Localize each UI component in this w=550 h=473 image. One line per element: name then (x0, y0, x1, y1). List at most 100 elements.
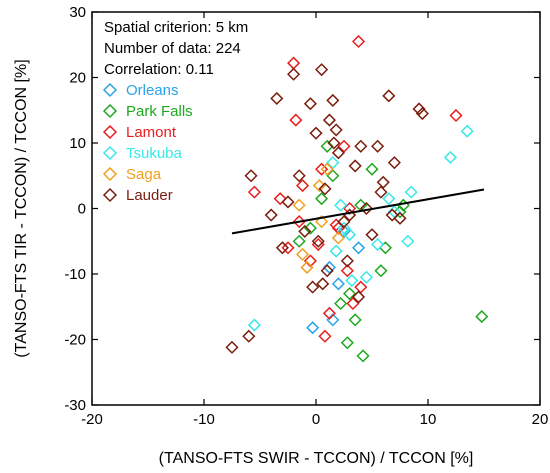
legend-label: Lamont (126, 124, 177, 141)
point-tsukuba (401, 234, 415, 248)
point-park-falls (326, 169, 340, 183)
annotations: Spatial criterion: 5 km Number of data: 2… (104, 19, 248, 78)
regression-line (231, 188, 485, 235)
point-lauder (351, 290, 366, 304)
point-lamont (292, 215, 306, 229)
point-lauder (320, 264, 334, 278)
point-lauder (415, 106, 429, 121)
point-park-falls (315, 192, 329, 206)
point-lauder (298, 224, 312, 238)
point-tsukuba (382, 192, 396, 206)
point-lauder (387, 156, 401, 170)
point-lamont (287, 56, 301, 70)
fit-line (231, 188, 485, 235)
legend-marker (102, 103, 118, 119)
point-lauder (326, 93, 340, 107)
point-lauder (244, 169, 258, 183)
point-lauder (264, 208, 278, 222)
x-tick-label: 20 (532, 411, 549, 428)
y-tick-label: -10 (64, 266, 86, 283)
point-lauder (225, 340, 239, 354)
point-lauder (340, 254, 354, 268)
legend-marker (102, 166, 118, 182)
legend-marker (102, 82, 118, 98)
point-lamont (340, 264, 354, 278)
point-saga (300, 260, 314, 275)
x-tick-label: 0 (312, 411, 320, 428)
point-park-falls (374, 264, 388, 278)
point-lauder (382, 89, 396, 103)
point-lamont (311, 237, 325, 252)
point-lauder (281, 195, 295, 209)
point-tsukuba (460, 124, 474, 138)
point-lauder (287, 67, 301, 81)
legend-label: Tsukuba (126, 145, 183, 162)
point-tsukuba (334, 198, 348, 212)
point-lauder (311, 234, 325, 248)
point-saga (295, 247, 310, 261)
point-saga (320, 162, 334, 176)
point-saga (331, 231, 345, 245)
point-tsukuba (443, 150, 457, 164)
point-tsukuba (359, 270, 373, 284)
point-lamont (273, 192, 287, 206)
axis-ticks (91, 11, 541, 406)
point-orleans (306, 321, 320, 335)
point-park-falls (365, 162, 379, 176)
point-lamont (331, 221, 345, 235)
legend-label: Saga (126, 166, 162, 183)
point-lamont (322, 306, 337, 320)
point-lauder (322, 113, 337, 127)
point-lamont (295, 179, 310, 193)
point-saga (292, 198, 306, 212)
point-lauder (354, 139, 368, 153)
point-lamont (354, 280, 368, 294)
legend: Orleans Park Falls Lamont Tsukuba Saga Lauder (102, 82, 193, 204)
annotation-text: Number of data: 224 (104, 40, 241, 57)
point-lauder (412, 102, 426, 116)
point-lauder (327, 136, 341, 150)
point-tsukuba (326, 156, 340, 170)
point-tsukuba (345, 273, 359, 288)
point-lauder (316, 277, 330, 291)
point-tsukuba (371, 237, 385, 252)
point-lauder (365, 228, 379, 242)
point-lamont (337, 139, 351, 153)
point-lauder (275, 241, 289, 255)
point-lauder (371, 139, 385, 153)
point-park-falls (340, 336, 354, 350)
point-tsukuba (337, 221, 351, 235)
x-tick-label: 10 (420, 411, 437, 428)
point-lauder (385, 208, 399, 222)
point-lamont (351, 34, 366, 49)
point-park-falls (348, 313, 362, 327)
point-lauder (315, 63, 329, 77)
point-park-falls (356, 349, 370, 363)
point-tsukuba (404, 185, 418, 199)
point-lauder (376, 175, 390, 189)
y-tick-label: -30 (64, 397, 86, 414)
x-tick-label: -20 (81, 411, 103, 428)
point-lamont (303, 254, 317, 268)
point-lauder (306, 280, 320, 294)
point-park-falls (292, 234, 306, 248)
legend-label: Orleans (126, 82, 179, 99)
point-orleans (351, 241, 366, 255)
point-lauder (337, 215, 351, 229)
data-points (225, 34, 489, 363)
y-tick-label: 30 (69, 4, 86, 21)
point-lauder (318, 182, 332, 196)
point-tsukuba (343, 228, 357, 242)
y-axis-title: (TANSO-FTS TIR - TCCON) / TCCON [%] (13, 59, 30, 357)
point-park-falls (343, 287, 357, 301)
point-lamont (449, 108, 463, 123)
point-lauder (303, 97, 317, 111)
y-tick-label: -20 (64, 332, 86, 349)
point-lauder (331, 146, 345, 160)
legend-marker (102, 124, 118, 140)
annotation-text: Spatial criterion: 5 km (104, 19, 248, 36)
x-tick-label: -10 (193, 411, 215, 428)
point-lamont (346, 296, 360, 311)
